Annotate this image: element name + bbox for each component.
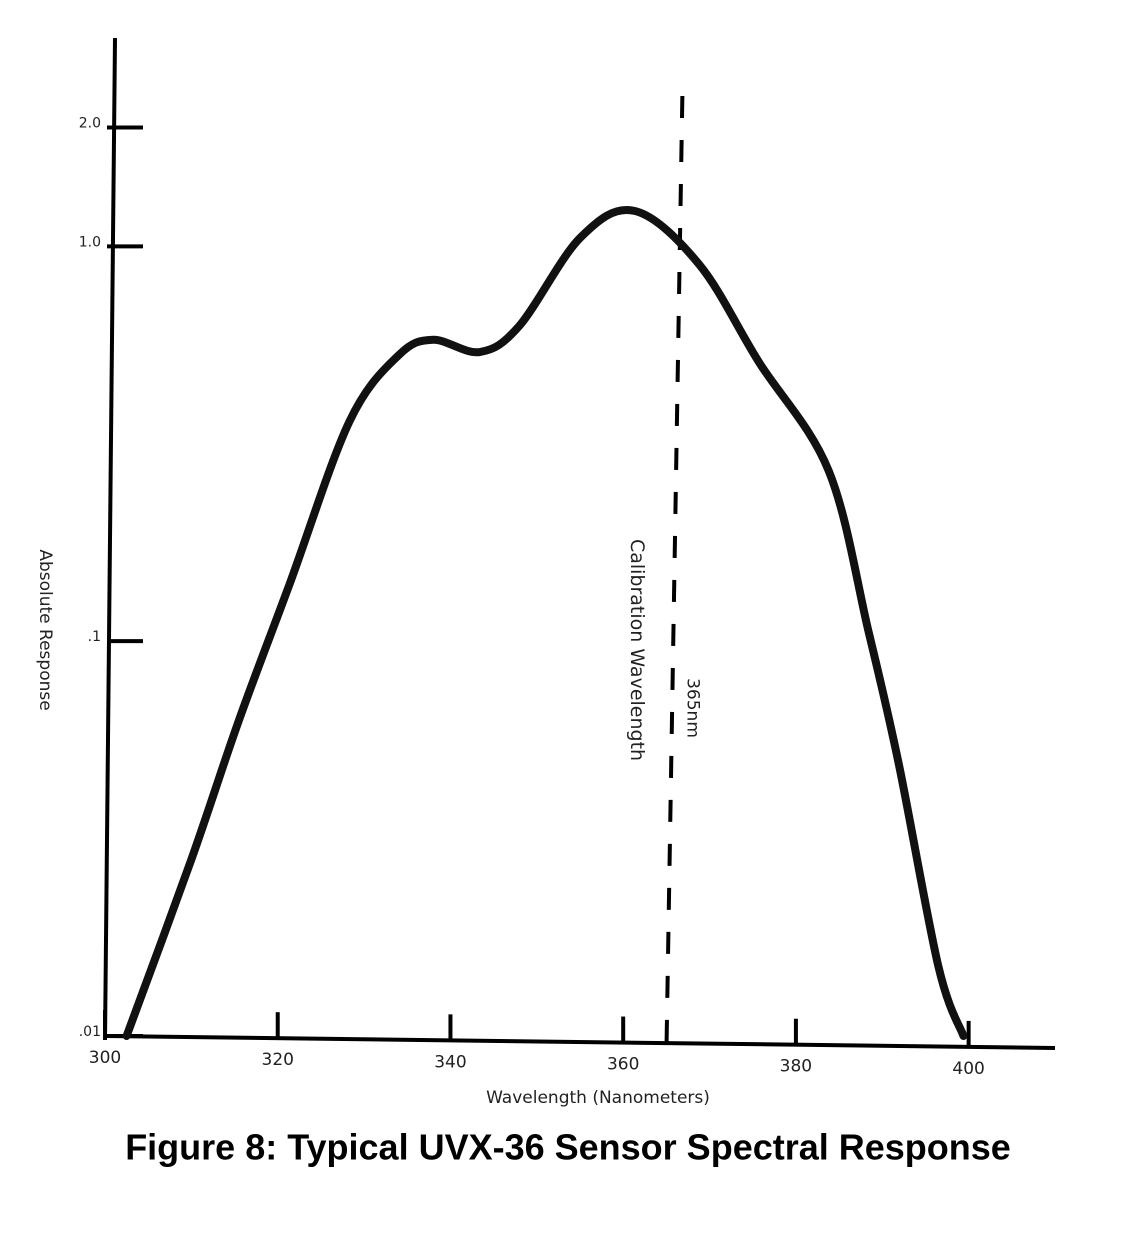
x-axis-label: Wavelength (Nanometers) — [486, 1088, 710, 1108]
x-tick-label: 360 — [607, 1055, 639, 1075]
chart-title: Figure 8: Typical UVX-36 Sensor Spectral… — [125, 1127, 1011, 1168]
response-curve — [122, 206, 968, 1040]
x-tick-label: 400 — [952, 1059, 984, 1079]
y-tick-label: .01 — [79, 1024, 101, 1040]
y-tick-label: 1.0 — [79, 234, 101, 250]
y-axis-label: Absolute Response — [35, 549, 55, 710]
x-axis — [104, 1034, 1056, 1050]
reference-label: 365nm — [682, 678, 702, 738]
y-axis — [103, 37, 117, 1041]
reference-line — [664, 95, 685, 1056]
x-tick-label: 380 — [780, 1057, 812, 1077]
y-tick-label: .1 — [88, 629, 101, 645]
x-tick-label: 320 — [262, 1050, 294, 1070]
x-tick-label: 340 — [434, 1052, 466, 1072]
x-tick-label: 300 — [89, 1048, 121, 1068]
reference-text: Calibration Wavelength — [626, 539, 648, 761]
y-tick-label: 2.0 — [79, 116, 101, 132]
